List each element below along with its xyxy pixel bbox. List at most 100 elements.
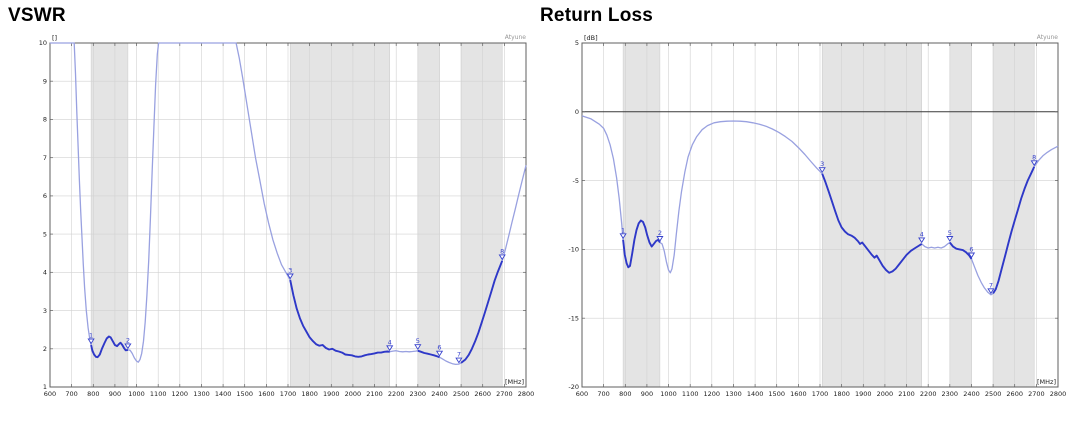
marker-triangle-icon xyxy=(987,288,995,295)
svg-text:700: 700 xyxy=(597,390,609,398)
marker-number: 2 xyxy=(126,336,130,344)
marker-number: 6 xyxy=(969,246,973,254)
svg-text:1800: 1800 xyxy=(301,390,318,398)
marker-number: 5 xyxy=(948,229,952,237)
svg-text:1200: 1200 xyxy=(172,390,189,398)
marker-triangle-icon xyxy=(619,233,627,240)
trace-in-band xyxy=(90,260,504,364)
svg-text:900: 900 xyxy=(641,390,653,398)
x-unit-label: [MHz] xyxy=(505,378,524,386)
svg-text:2: 2 xyxy=(43,345,47,353)
svg-text:1100: 1100 xyxy=(682,390,699,398)
vswr-chart: VSWR 1 2 3 4 5 6 7 8 600 700 800 900 1000 1100 1200 130… xyxy=(8,5,539,399)
trace-in-band xyxy=(622,166,1036,294)
marker-triangle-icon xyxy=(435,350,444,357)
watermark: Atyune xyxy=(1037,34,1059,41)
y-unit-label: [] xyxy=(52,34,57,42)
svg-text:1400: 1400 xyxy=(215,390,232,398)
svg-text:0: 0 xyxy=(575,108,579,116)
svg-text:1800: 1800 xyxy=(833,390,850,398)
y-tick-labels: 1 2 3 4 5 6 7 8 9 10 xyxy=(39,39,47,391)
svg-text:1700: 1700 xyxy=(280,390,297,398)
marker-number: 8 xyxy=(500,247,504,255)
marker-number: 4 xyxy=(388,338,392,346)
svg-text:2500: 2500 xyxy=(985,390,1002,398)
marker-number: 7 xyxy=(457,351,461,359)
svg-text:2400: 2400 xyxy=(963,390,980,398)
chart-title-return-loss: Return Loss xyxy=(540,5,654,26)
svg-text:1400: 1400 xyxy=(747,390,764,398)
svg-text:1300: 1300 xyxy=(725,390,742,398)
svg-text:1: 1 xyxy=(43,383,47,391)
svg-text:1500: 1500 xyxy=(236,390,253,398)
svg-text:4: 4 xyxy=(43,269,47,277)
svg-text:2400: 2400 xyxy=(431,390,448,398)
marker-triangle-icon xyxy=(498,254,506,261)
marker-triangle-icon xyxy=(946,236,954,242)
svg-text:2200: 2200 xyxy=(920,390,937,398)
svg-text:2800: 2800 xyxy=(1050,390,1067,398)
svg-text:800: 800 xyxy=(87,390,99,398)
marker-triangle-icon xyxy=(656,236,664,242)
marker-triangle-icon xyxy=(455,357,463,364)
svg-text:1900: 1900 xyxy=(323,390,340,398)
marker-triangle-icon xyxy=(1030,160,1038,167)
svg-text:2000: 2000 xyxy=(345,390,362,398)
svg-text:2100: 2100 xyxy=(366,390,383,398)
return-loss-chart: Return Loss 1 2 3 4 5 6 7 8 600 700 800 900 1000 1100… xyxy=(540,5,1069,399)
vswr-plot: 1 2 3 4 5 6 7 8 600 700 800 900 1000 1100 1200 1300 1400… xyxy=(39,34,535,398)
svg-text:3: 3 xyxy=(43,307,47,315)
svg-text:-15: -15 xyxy=(568,314,579,322)
x-unit-label: [MHz] xyxy=(1037,378,1056,386)
svg-text:1600: 1600 xyxy=(258,390,275,398)
marker-triangle-icon xyxy=(818,167,826,174)
band-markers: 1 2 3 4 5 6 7 8 xyxy=(619,153,1038,295)
svg-text:2300: 2300 xyxy=(942,390,959,398)
marker-triangle-icon xyxy=(918,237,926,244)
marker-number: 4 xyxy=(920,230,924,238)
x-tick-labels: 600 700 800 900 1000 1100 1200 1300 1400 1500 1600… xyxy=(44,390,534,398)
svg-text:2700: 2700 xyxy=(496,390,513,398)
svg-text:2100: 2100 xyxy=(898,390,915,398)
marker-triangle-icon xyxy=(286,273,294,280)
svg-text:2700: 2700 xyxy=(1028,390,1045,398)
chart-title-vswr: VSWR xyxy=(8,5,66,26)
svg-text:1700: 1700 xyxy=(812,390,829,398)
svg-text:2500: 2500 xyxy=(453,390,470,398)
x-tick-labels: 600 700 800 900 1000 1100 1200 1300 1400 1500 1600… xyxy=(576,390,1066,398)
marker-number: 1 xyxy=(89,332,93,340)
svg-text:-10: -10 xyxy=(568,246,579,254)
svg-text:-20: -20 xyxy=(568,383,579,391)
band-markers: 1 2 3 4 5 6 7 8 xyxy=(87,247,506,364)
marker-triangle-icon xyxy=(414,344,422,351)
marker-number: 8 xyxy=(1032,153,1036,161)
marker-triangle-icon xyxy=(124,343,132,350)
svg-text:700: 700 xyxy=(65,390,77,398)
y-unit-label: [dB] xyxy=(584,34,598,42)
svg-text:1200: 1200 xyxy=(704,390,721,398)
svg-text:5: 5 xyxy=(575,39,579,47)
svg-text:1600: 1600 xyxy=(790,390,807,398)
marker-number: 1 xyxy=(621,226,625,234)
svg-text:1000: 1000 xyxy=(128,390,145,398)
watermark: Atyune xyxy=(505,34,527,41)
marker-number: 3 xyxy=(820,160,824,168)
marker-triangle-icon xyxy=(386,345,394,352)
svg-text:2600: 2600 xyxy=(1006,390,1023,398)
svg-text:8: 8 xyxy=(43,116,47,124)
marker-number: 3 xyxy=(288,267,292,275)
plot-border xyxy=(49,42,527,388)
svg-text:1100: 1100 xyxy=(150,390,167,398)
svg-text:2000: 2000 xyxy=(877,390,894,398)
svg-text:-5: -5 xyxy=(573,177,579,185)
y-tick-labels: 5 0 -5 -10 -15 -20 xyxy=(568,39,579,391)
marker-triangle-icon xyxy=(967,252,976,259)
marker-number: 5 xyxy=(416,337,420,345)
marker-number: 6 xyxy=(437,344,441,352)
svg-text:2800: 2800 xyxy=(518,390,535,398)
svg-text:900: 900 xyxy=(109,390,121,398)
svg-text:800: 800 xyxy=(619,390,631,398)
svg-text:600: 600 xyxy=(576,390,588,398)
svg-text:1500: 1500 xyxy=(768,390,785,398)
